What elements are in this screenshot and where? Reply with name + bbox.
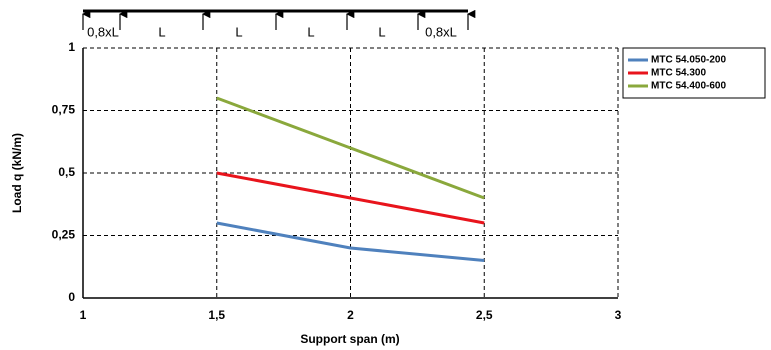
y-tick-label: 0 [68,290,75,304]
y-axis-title: Load q (kN/m) [10,133,24,213]
span-label: L [307,24,314,39]
y-tick-label: 1 [68,40,75,54]
beam-diagram: 0,8xL L L L L 0,8xL [81,9,476,39]
legend: MTC 54.050-200 MTC 54.300 MTC 54.400-600 [628,55,726,92]
x-tick-label: 3 [615,308,622,322]
series-line [216,96,485,200]
x-axis-title: Support span (m) [300,332,399,346]
series-line [216,221,485,262]
y-tick-label: 0,25 [52,228,76,242]
x-tick-label: 2,5 [476,308,493,322]
span-label: L [235,24,242,39]
y-tick-label: 0,75 [52,103,76,117]
span-label: L [378,24,385,39]
legend-label: MTC 54.400-600 [651,81,726,92]
x-tick-label: 1,5 [208,308,225,322]
legend-label: MTC 54.050-200 [651,55,726,66]
span-label: 0,8xL [87,24,119,39]
span-label: L [158,24,165,39]
span-label: 0,8xL [425,24,457,39]
series-line [216,171,485,225]
x-tick-label: 2 [347,308,354,322]
legend-label: MTC 54.300 [651,68,706,79]
y-tick-label: 0,5 [58,165,75,179]
x-tick-label: 1 [80,308,87,322]
